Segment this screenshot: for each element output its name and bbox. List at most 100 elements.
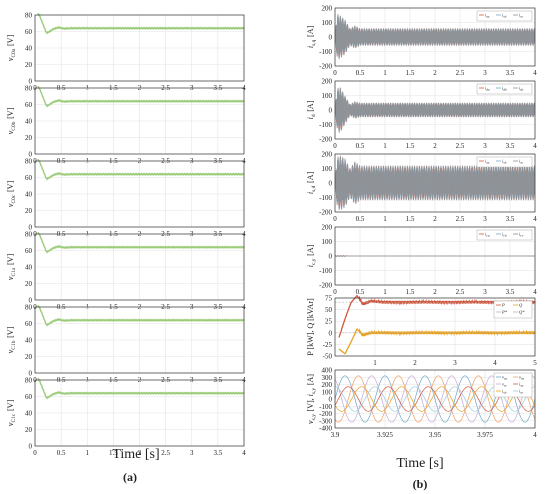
legend-entry: vsb (519, 375, 524, 381)
y-tick-label: 200 (322, 381, 333, 389)
x-tick-label: 3.5 (506, 288, 515, 296)
y-tick-label: -200 (319, 136, 332, 144)
legend-entry: isb (502, 159, 507, 165)
x-tick-label: 3 (453, 359, 457, 367)
y-axis-label: vs,y [V], is,y [A] (306, 374, 317, 424)
y-tick-label: 80 (25, 304, 33, 312)
y-tick-label: 80 (25, 377, 33, 385)
x-tick-label: 0.5 (356, 69, 365, 77)
axes-frame (334, 226, 536, 286)
y-tick-label: 25 (325, 318, 333, 326)
legend-entry: isc (519, 389, 524, 395)
y-tick-label: 0 (29, 370, 33, 378)
x-tick-label: 2.5 (456, 215, 465, 223)
x-tick-label: 3 (483, 288, 487, 296)
x-tick-label: 1.5 (406, 215, 415, 223)
panel-b1: -200 -100 0 100 200 0 0.5 1 1.5 2 2.5 3 3.5 4 is,q [A]… (306, 5, 537, 78)
x-tick-label: 4 (533, 69, 537, 77)
legend-entry: isc (519, 13, 524, 19)
legend-box (493, 300, 533, 319)
series-i_cc (334, 254, 536, 258)
y-tick-label: -200 (319, 282, 332, 290)
y-tick-label: -100 (319, 267, 332, 275)
legend-entry: isa (485, 159, 490, 165)
y-tick-label: 20 (25, 280, 33, 288)
y-tick-label: 0 (329, 329, 333, 337)
legend-box (476, 10, 533, 22)
x-tick-label: 2.5 (161, 449, 170, 457)
y-tick-label: 400 (322, 367, 333, 375)
y-tick-label: 20 (25, 134, 33, 142)
legend-entry: icc (519, 232, 524, 238)
y-tick-label: -200 (319, 209, 332, 217)
axes-frame (34, 379, 245, 447)
y-tick-label: 40 (25, 264, 33, 272)
x-tick-label: 3.95 (429, 431, 442, 439)
x-tick-label: 4 (533, 431, 537, 439)
x-tick-label: 2.5 (456, 69, 465, 77)
x-tick-label: 2 (413, 359, 417, 367)
y-tick-label: 20 (25, 207, 33, 215)
y-tick-label: 0 (29, 151, 33, 159)
series-v_sc (334, 375, 536, 423)
y-axis-label: P [kW], Q [kVAr] (306, 298, 315, 356)
axes-frame (34, 233, 245, 301)
x-tick-label: 3.5 (506, 215, 515, 223)
y-tick-label: -25 (323, 341, 333, 349)
y-tick-label: 0 (29, 443, 33, 451)
x-tick-label: 0.5 (356, 288, 365, 296)
series-line (37, 377, 245, 400)
x-tick-label: 3.975 (477, 431, 493, 439)
y-tick-label: 40 (25, 337, 33, 345)
y-axis-label: vC1c [V] (6, 400, 17, 427)
y-axis-label: id [A] (306, 100, 317, 119)
y-axis-label: ic,y [A] (306, 244, 317, 267)
x-tick-label: 2 (138, 449, 142, 457)
series-line (37, 12, 245, 35)
panel-b4: -200 -100 0 100 200 0 0.5 1 1.5 2 2.5 3 3.5 4 ic,y [A]… (306, 224, 537, 297)
series-v_sb (334, 375, 536, 423)
series-Q (338, 328, 536, 355)
y-tick-label: 100 (322, 19, 333, 27)
y-tick-label: 0 (329, 107, 333, 115)
series-line (37, 85, 245, 108)
x-tick-label: 1 (383, 142, 387, 150)
x-tick-label: 1 (383, 69, 387, 77)
x-tick-label: 3 (483, 142, 487, 150)
y-tick-label: 60 (25, 28, 33, 36)
axes-frame (334, 369, 536, 429)
x-tick-label: 3 (483, 215, 487, 223)
legend-entry: isb (502, 13, 507, 19)
series-i_dc (334, 87, 536, 133)
y-axis-label: vC0b [V] (6, 107, 17, 134)
y-tick-label: 80 (25, 85, 33, 93)
y-tick-label: 75 (325, 295, 333, 303)
y-tick-label: 50 (325, 306, 333, 314)
x-tick-label: 2 (433, 69, 437, 77)
x-tick-label: 1.5 (406, 69, 415, 77)
y-tick-label: 200 (322, 151, 333, 159)
y-tick-label: 0 (329, 253, 333, 261)
x-tick-label: 5 (533, 359, 537, 367)
x-tick-label: 0.5 (356, 215, 365, 223)
legend-entry: icb (502, 232, 507, 238)
x-tick-label: 1 (383, 288, 387, 296)
y-tick-label: 60 (25, 247, 33, 255)
x-tick-label: 0 (333, 69, 337, 77)
x-tick-label: 2.5 (456, 288, 465, 296)
y-tick-label: 80 (25, 231, 33, 239)
y-tick-label: 0 (29, 78, 33, 86)
left-xlabel: Time [s] (112, 447, 159, 462)
y-tick-label: 100 (322, 165, 333, 173)
x-tick-label: 0 (333, 142, 337, 150)
legend-box (476, 83, 533, 95)
axes-frame (334, 80, 536, 140)
y-tick-label: 0 (29, 224, 33, 232)
legend-entry: ica (485, 232, 490, 238)
